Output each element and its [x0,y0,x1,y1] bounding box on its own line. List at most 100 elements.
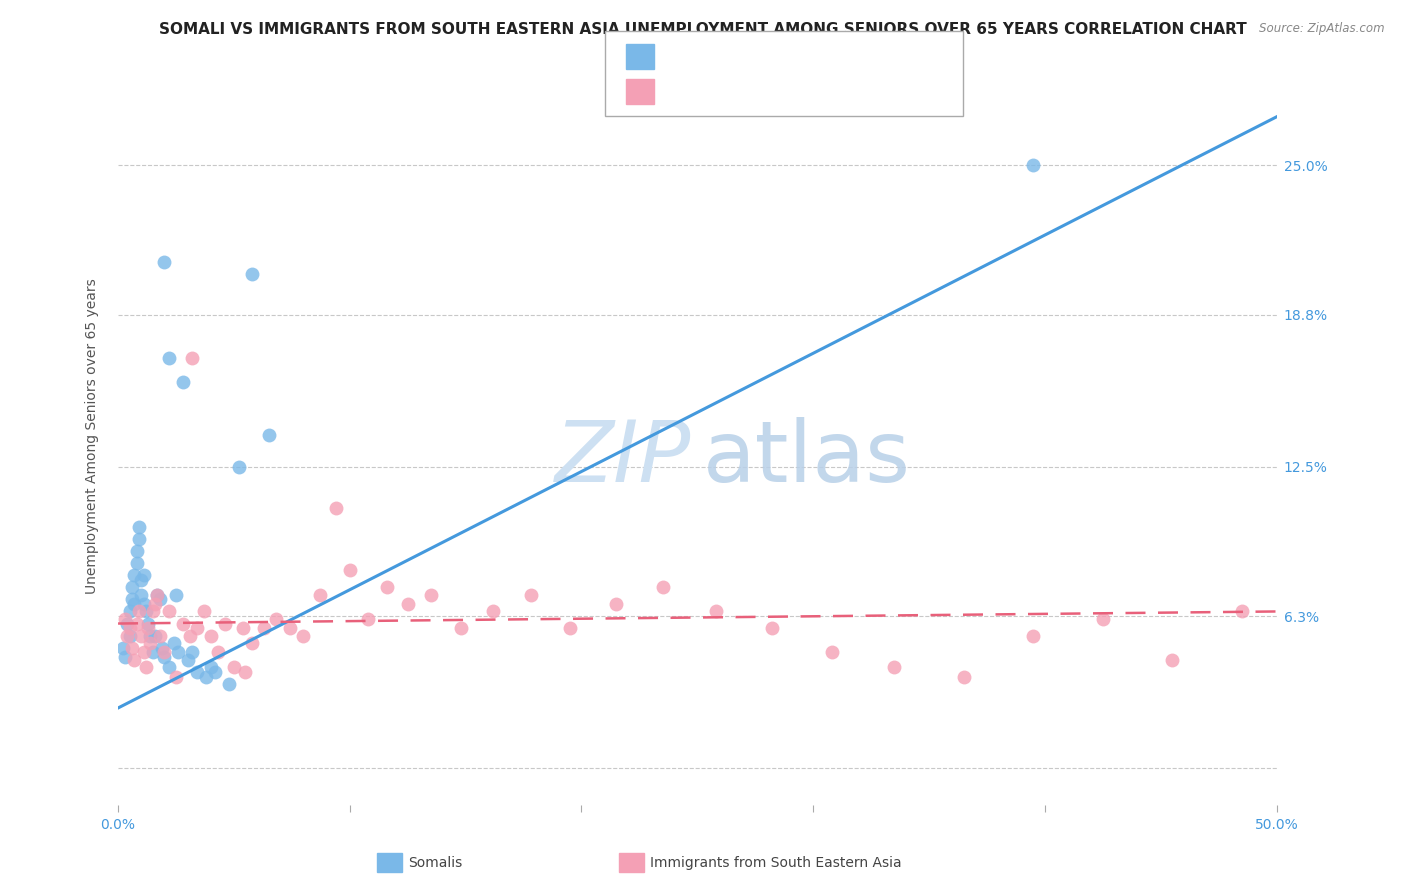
Point [218,677,240,691]
Point [167,645,190,659]
Point [179,629,201,643]
Point [883,660,905,674]
Point [146,588,169,602]
Text: R =: R = [665,47,704,65]
Point [953,670,976,684]
Point [821,645,844,659]
Point [207,645,229,659]
Text: 44: 44 [823,47,845,65]
Point [153,645,176,659]
Point [278,621,301,635]
Point [163,636,186,650]
Point [325,500,347,515]
Point [132,597,155,611]
Point [704,604,727,618]
Point [222,660,245,674]
Point [242,267,264,281]
Point [1022,158,1045,172]
Point [149,592,172,607]
Point [136,621,159,635]
Point [761,621,783,635]
Point [157,604,180,618]
Point [200,660,222,674]
Point [153,254,176,268]
Point [165,588,187,602]
Point [235,665,257,679]
Point [186,621,208,635]
Point [292,629,315,643]
Point [264,612,287,626]
Point [253,621,276,635]
Point [186,665,208,679]
Point [375,580,398,594]
Point [181,351,204,365]
Point [111,640,134,655]
Point [143,597,166,611]
Text: N =: N = [778,47,817,65]
Text: Somalis: Somalis [408,855,463,870]
Point [129,588,152,602]
Point [232,621,254,635]
Point [129,629,152,643]
Point [200,629,222,643]
Point [125,544,148,558]
Point [181,645,204,659]
Point [128,532,150,546]
Point [419,588,441,602]
Point [135,660,157,674]
Point [176,653,198,667]
Point [1091,612,1114,626]
Point [139,629,162,643]
Point [172,616,194,631]
Point [1022,629,1045,643]
Point [132,645,155,659]
Point [142,604,165,618]
Point [139,636,162,650]
Text: 57: 57 [823,83,845,101]
Point [117,616,139,631]
Point [114,612,136,626]
Point [204,665,226,679]
Point [396,597,419,611]
Point [228,459,250,474]
Point [157,351,180,365]
Point [121,640,143,655]
Text: Source: ZipAtlas.com: Source: ZipAtlas.com [1260,22,1385,36]
Point [136,616,159,631]
Point [128,520,150,534]
Point [605,597,627,611]
Point [142,645,165,659]
Point [193,604,215,618]
Point [242,636,264,650]
Point [1161,653,1184,667]
Point [122,653,145,667]
Point [257,428,280,442]
Point [122,597,145,611]
Text: 0.017: 0.017 [707,83,758,101]
Text: Immigrants from South Eastern Asia: Immigrants from South Eastern Asia [650,855,901,870]
Point [135,604,157,618]
Point [172,375,194,389]
Point [125,616,148,631]
Text: atlas: atlas [703,417,911,500]
Point [157,660,180,674]
Point [450,621,472,635]
Text: 0.607: 0.607 [707,47,758,65]
Point [308,588,330,602]
Point [149,629,172,643]
Point [132,568,155,582]
Point [519,588,541,602]
Y-axis label: Unemployment Among Seniors over 65 years: Unemployment Among Seniors over 65 years [86,278,100,594]
Point [165,670,187,684]
Point [143,629,166,643]
Point [558,621,581,635]
Point [195,670,218,684]
Point [357,612,380,626]
Point [482,604,505,618]
Point [117,629,139,643]
Point [118,604,141,618]
Point [651,580,673,594]
Text: ZIP: ZIP [555,417,692,500]
Point [339,564,361,578]
Point [114,650,136,665]
